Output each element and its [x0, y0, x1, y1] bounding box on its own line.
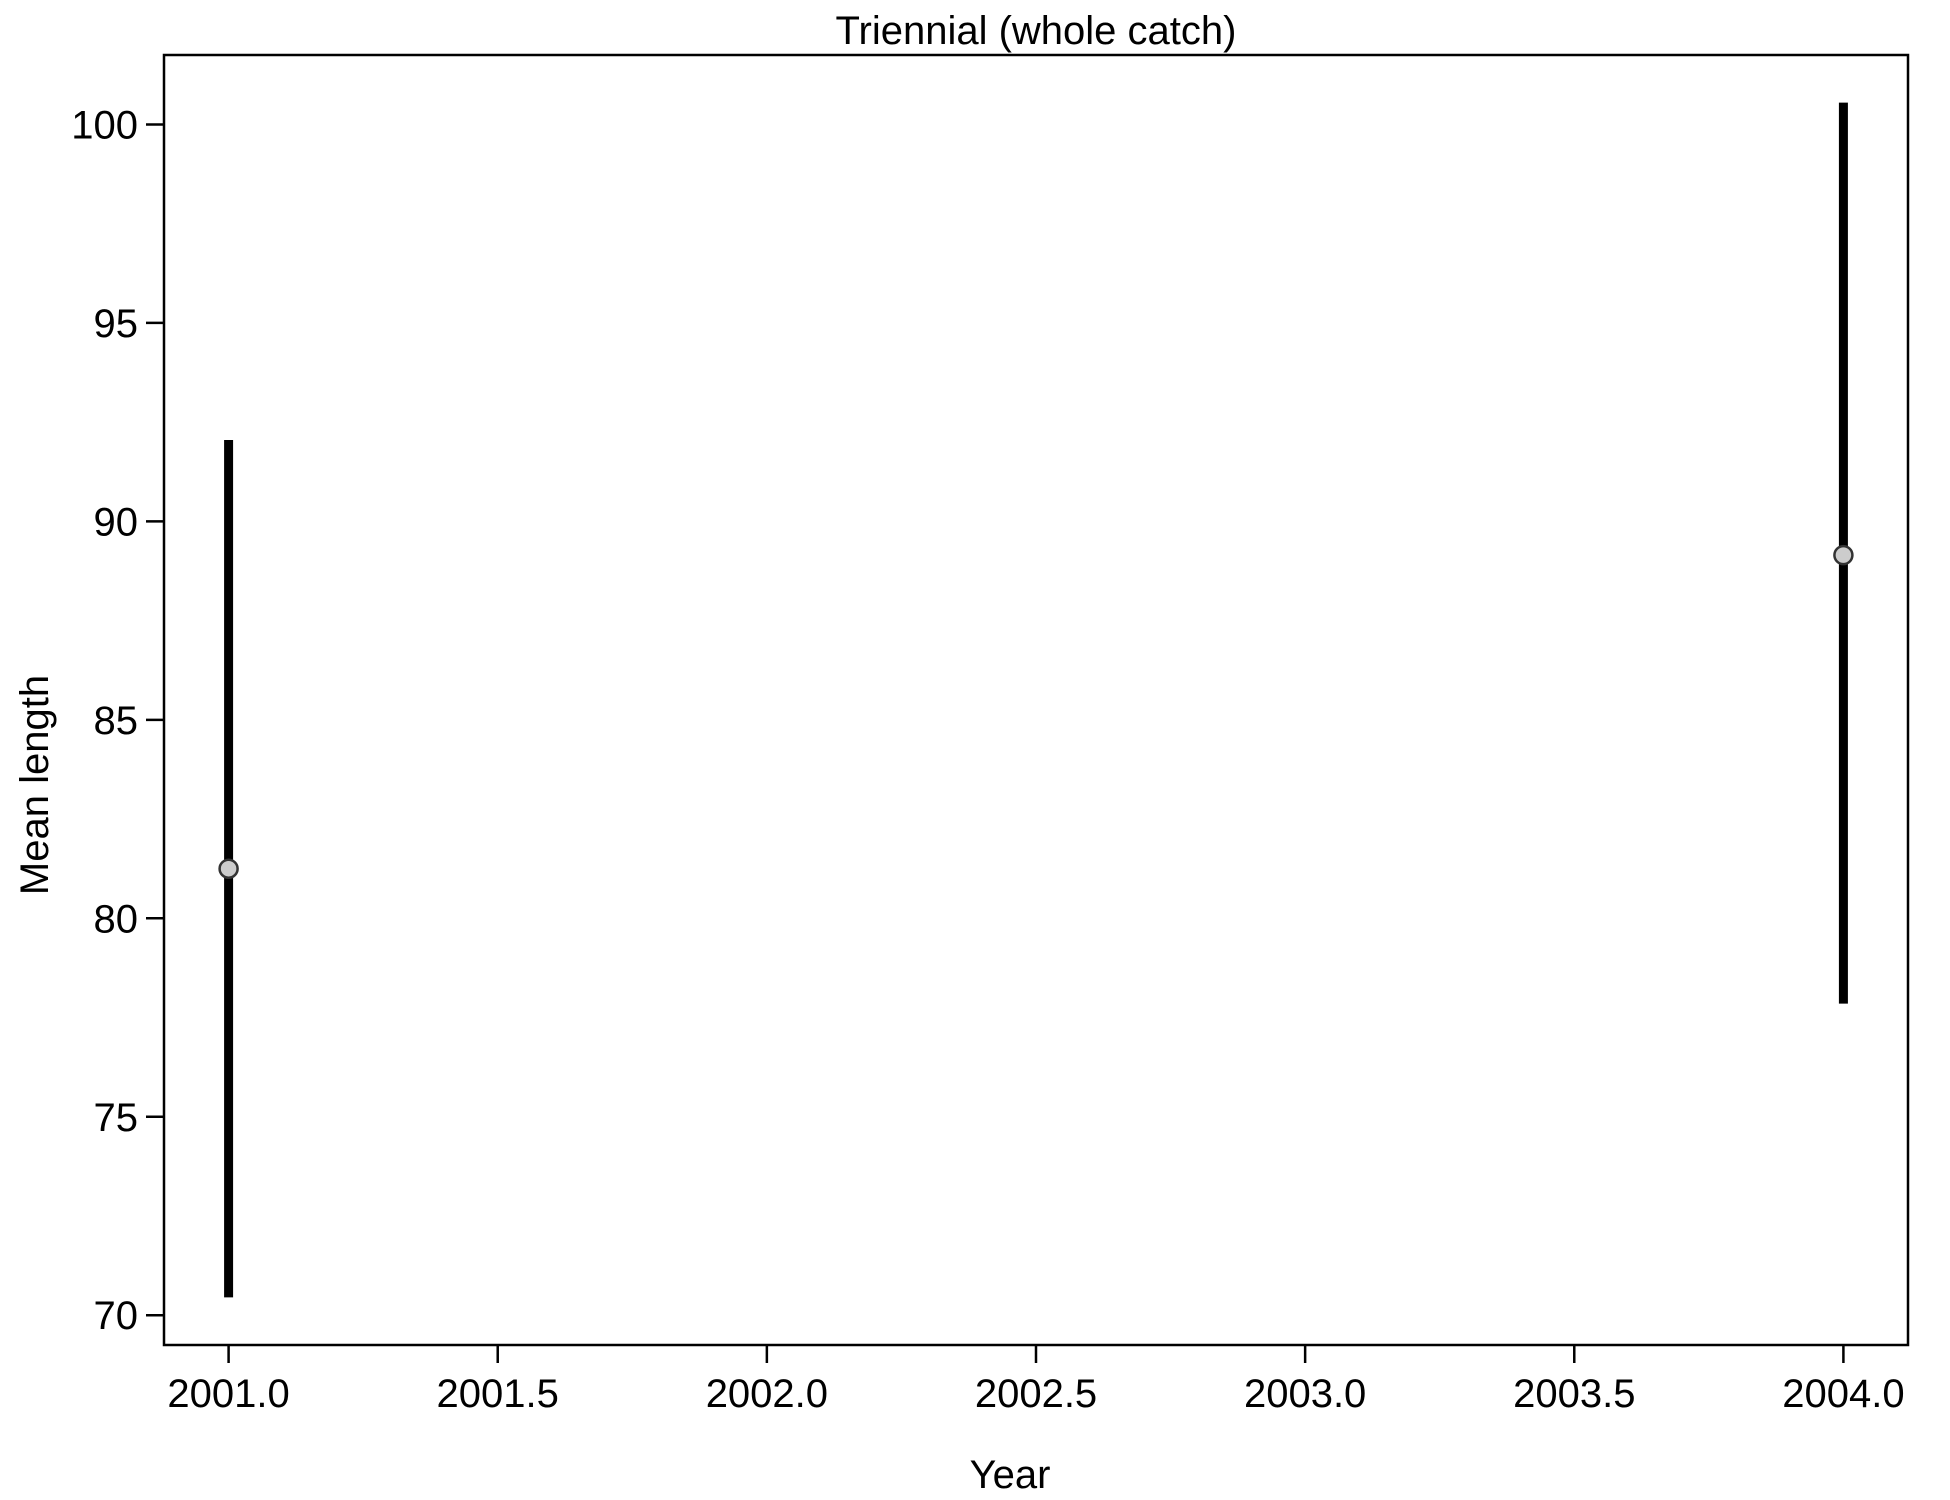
y-tick-label: 80	[94, 897, 139, 941]
x-tick-label: 2002.0	[706, 1372, 828, 1416]
y-tick-label: 100	[71, 103, 138, 147]
data-points	[218, 544, 1854, 879]
y-tick-label: 85	[94, 699, 139, 743]
axis-ticks: 2001.0 2001.5 2002.0 2002.5 2003.0 2003.5 2004…	[71, 103, 1904, 1416]
x-tick-label: 2001.5	[437, 1372, 559, 1416]
chart-title: Triennial (whole catch)	[836, 9, 1237, 53]
y-tick-label: 70	[94, 1294, 139, 1338]
x-tick-label: 2003.5	[1513, 1372, 1635, 1416]
plot-frame	[162, 53, 1910, 1347]
y-tick-label: 95	[94, 302, 139, 346]
data-point	[1833, 544, 1854, 566]
x-axis-title: Year	[970, 1453, 1051, 1497]
x-tick-label: 2001.0	[167, 1372, 289, 1416]
y-tick-label: 90	[94, 500, 139, 544]
y-tick-label: 75	[94, 1096, 139, 1140]
y-axis-title: Mean length	[13, 675, 57, 895]
x-tick-label: 2003.0	[1244, 1372, 1366, 1416]
data-point	[218, 858, 239, 879]
x-tick-label: 2002.5	[975, 1372, 1097, 1416]
x-tick-label: 2004.0	[1782, 1372, 1904, 1416]
